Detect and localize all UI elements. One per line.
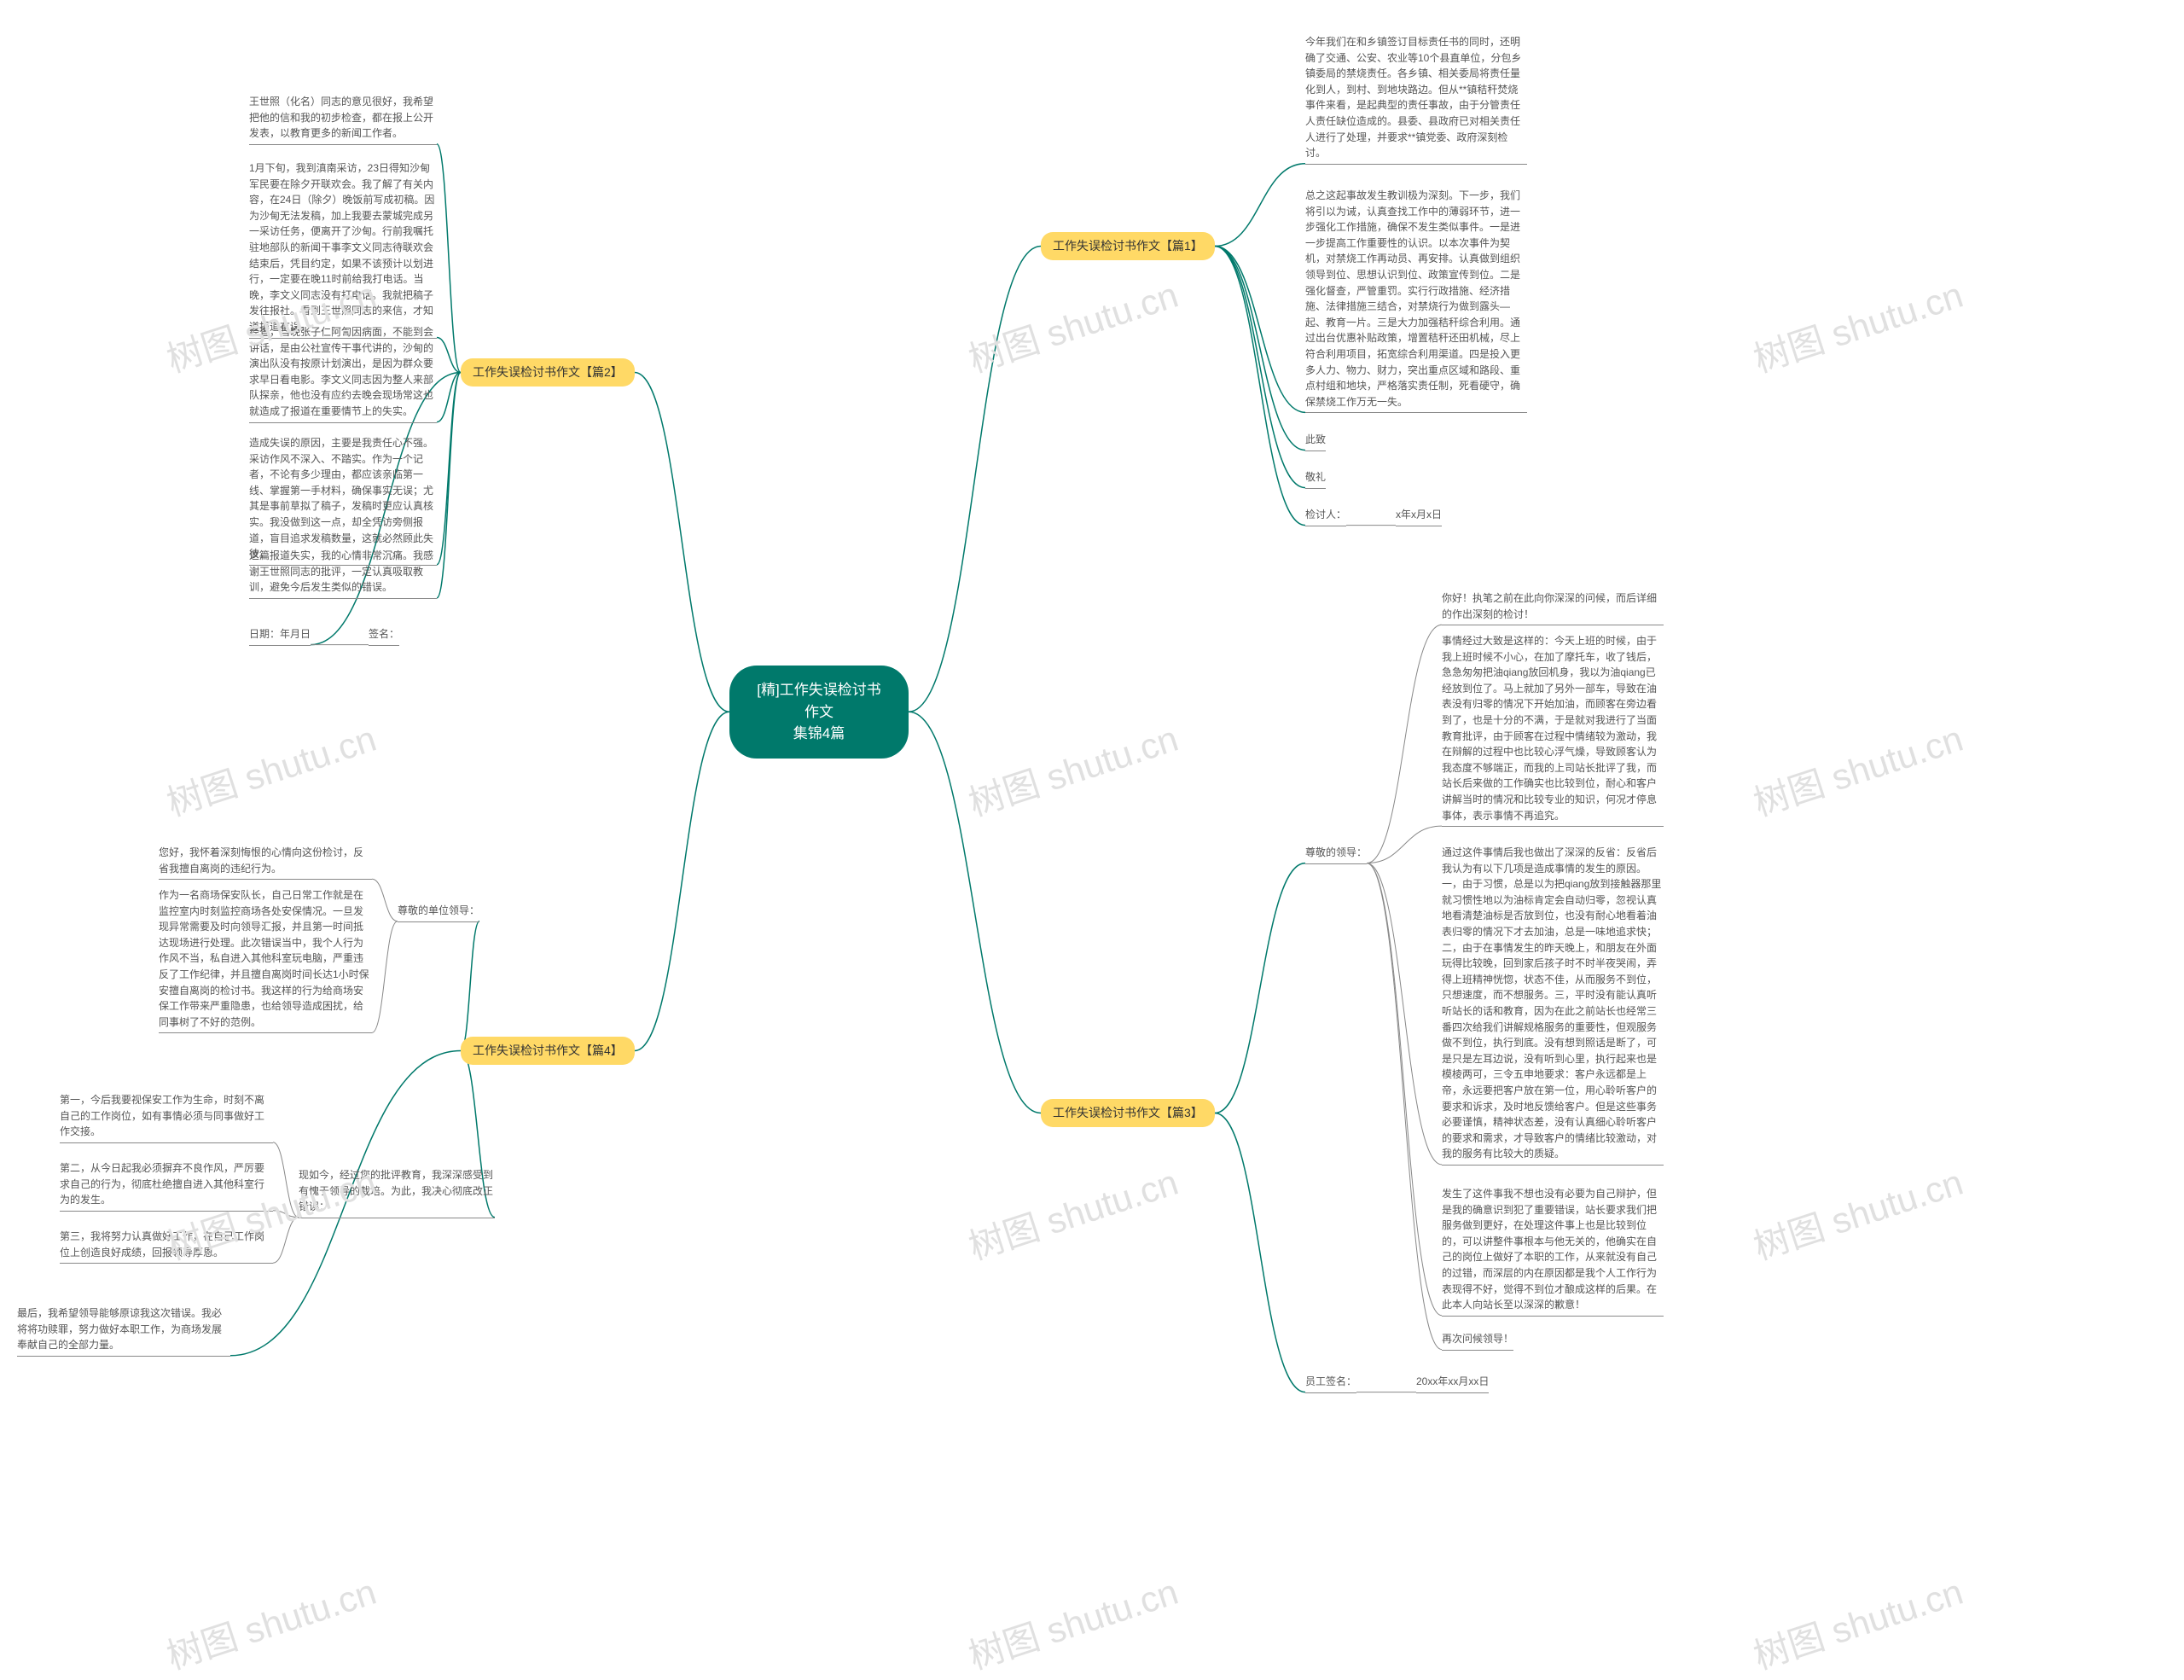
leaf-t3-3[interactable]: 通过这件事情后我也做出了深深的反省：反省后我认为有以下几项是造成事情的发生的原因…	[1442, 845, 1664, 1166]
leaf-t1-5b[interactable]: x年x月x日	[1396, 507, 1442, 526]
watermark: 树图 shutu.cn	[961, 710, 1184, 827]
topic-article-1[interactable]: 工作失误检讨书作文【篇1】	[1041, 232, 1215, 260]
leaf-t4-1-2[interactable]: 第二，从今日起我必须摒弃不良作风，严厉要求自己的行为，彻底杜绝擅自进入其他科室行…	[60, 1160, 273, 1212]
leaf-t2-2[interactable]: 1月下旬，我到滇南采访，23日得知沙甸军民要在除夕开联欢会。我了解了有关内容，在…	[249, 160, 437, 339]
watermark: 树图 shutu.cn	[961, 1154, 1184, 1270]
leaf-t4-1[interactable]: 现如今，经过您的批评教育，我深深感受到有愧于领导的栽培。为此，我决心彻底改正错误…	[299, 1167, 495, 1218]
mindmap-canvas: [精]工作失误检讨书作文 集锦4篇 工作失误检讨书作文【篇1】 工作失误检讨书作…	[0, 0, 2184, 1646]
watermark: 树图 shutu.cn	[1746, 1154, 1969, 1270]
leaf-t1-4[interactable]: 敬礼	[1305, 469, 1326, 489]
central-line1: [精]工作失误检讨书作文	[757, 682, 880, 720]
leaf-t4-1-1[interactable]: 第一，今后我要视保安工作为生命，时刻不离自己的工作岗位，如有事情必须与同事做好工…	[60, 1092, 273, 1143]
leaf-t3-salutation[interactable]: 尊敬的领导：	[1305, 845, 1367, 864]
leaf-t1-3[interactable]: 此致	[1305, 432, 1326, 451]
topic-article-4[interactable]: 工作失误检讨书作文【篇4】	[461, 1037, 635, 1065]
topic-article-3[interactable]: 工作失误检讨书作文【篇3】	[1041, 1099, 1215, 1127]
leaf-t4-salutation[interactable]: 尊敬的单位领导：	[398, 903, 479, 922]
watermark: 树图 shutu.cn	[1746, 266, 1969, 383]
central-topic[interactable]: [精]工作失误检讨书作文 集锦4篇	[729, 666, 909, 759]
leaf-t1-1[interactable]: 今年我们在和乡镇签订目标责任书的同时，还明确了交通、公安、农业等10个县直单位，…	[1305, 34, 1527, 165]
watermark: 树图 shutu.cn	[961, 1563, 1184, 1680]
watermark: 树图 shutu.cn	[160, 1563, 382, 1680]
leaf-t3-4[interactable]: 发生了这件事我不想也没有必要为自己辩护，但是我的确意识到犯了重要错误，站长要求我…	[1442, 1186, 1664, 1317]
watermark: 树图 shutu.cn	[160, 710, 382, 827]
leaf-t2-1[interactable]: 王世照（化名）同志的意见很好，我希望把他的信和我的初步检查，都在报上公开发表，以…	[249, 94, 437, 145]
leaf-t4-1-3[interactable]: 第三，我将努力认真做好工作，在自己工作岗位上创造良好成绩，回报领导厚恩。	[60, 1229, 273, 1264]
topic-article-2[interactable]: 工作失误检讨书作文【篇2】	[461, 358, 635, 387]
watermark: 树图 shutu.cn	[961, 266, 1184, 383]
leaf-t4-0-1[interactable]: 您好，我怀着深刻悔恨的心情向这份检讨，反省我擅自离岗的违纪行为。	[159, 845, 372, 880]
leaf-t1-2[interactable]: 总之这起事故发生教训极为深刻。下一步，我们将引以为诫，认真查找工作中的薄弱环节，…	[1305, 188, 1527, 413]
leaf-t3-2[interactable]: 事情经过大致是这样的：今天上班的时候，由于我上班时候不小心，在加了摩托车，收了钱…	[1442, 633, 1664, 827]
leaf-t2-4[interactable]: 造成失误的原因，主要是我责任心不强。采访作风不深入、不踏实。作为一个记者，不论有…	[249, 435, 437, 566]
watermark: 树图 shutu.cn	[1746, 710, 1969, 827]
leaf-t3-6a[interactable]: 员工签名：	[1305, 1374, 1356, 1393]
leaf-t4-0-2[interactable]: 作为一名商场保安队长，自己日常工作就是在监控室内时刻监控商场各处安保情况。一旦发…	[159, 887, 372, 1033]
watermark: 树图 shutu.cn	[1746, 1563, 1969, 1680]
leaf-t2-6b[interactable]: 签名：	[369, 626, 399, 646]
leaf-t3-6b[interactable]: 20xx年xx月xx日	[1416, 1374, 1489, 1393]
leaf-t3-5[interactable]: 再次问候领导！	[1442, 1331, 1513, 1351]
leaf-t2-5[interactable]: 这篇报道失实，我的心情非常沉痛。我感谢王世照同志的批评，一定认真吸取教训，避免今…	[249, 548, 437, 599]
leaf-t4-2[interactable]: 最后，我希望领导能够原谅我这次错误。我必将将功赎罪，努力做好本职工作，为商场发展…	[17, 1305, 230, 1357]
central-line2: 集锦4篇	[793, 725, 845, 741]
leaf-t3-1[interactable]: 你好！执笔之前在此向你深深的问候，而后详细的作出深刻的检讨！	[1442, 590, 1664, 625]
leaf-t2-6a[interactable]: 日期：年月日	[249, 626, 311, 646]
leaf-t1-5a[interactable]: 检讨人：	[1305, 507, 1346, 526]
leaf-t2-3[interactable]: 经查，当晚张子仁阿訇因病面，不能到会讲话，是由公社宣传干事代讲的，沙甸的演出队没…	[249, 324, 437, 423]
